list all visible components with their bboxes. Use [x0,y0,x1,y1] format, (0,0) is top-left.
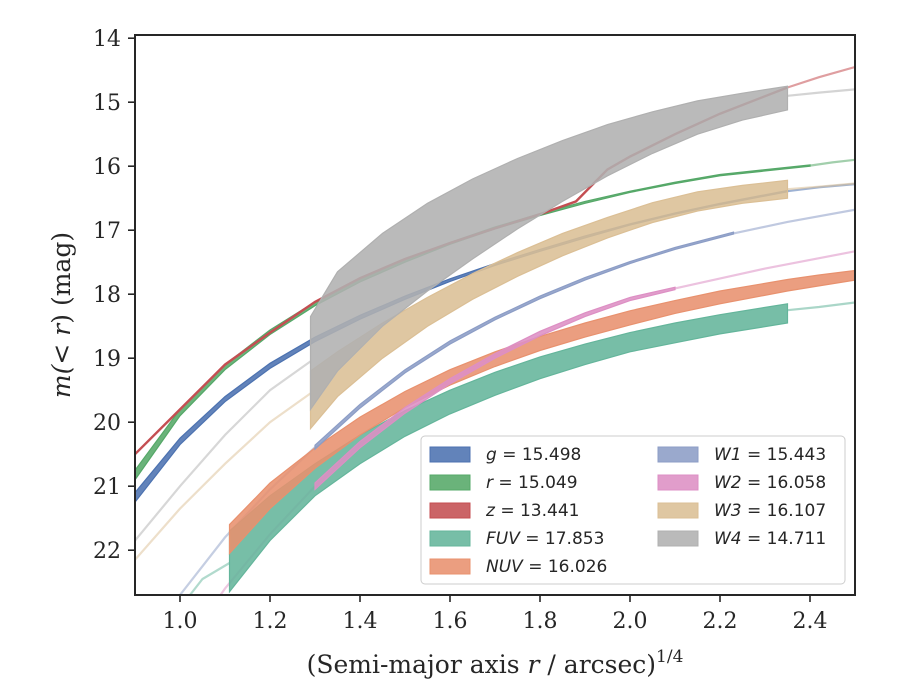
x-tick-label: 1.0 [163,609,198,634]
series-w1-outer-fade [733,208,855,235]
series-w3-band [309,179,789,431]
legend-swatch-w3 [657,502,699,519]
legend-label-w1: W1 = 15.443 [714,445,826,465]
y-tick-label: 20 [93,411,121,436]
faint-extensions [135,65,855,595]
legend-label-fuv: FUV = 17.853 [486,529,604,549]
series-w4-outer-fade [787,88,855,97]
plot-frame [134,34,856,596]
series-w2-band [314,286,676,491]
series-fuv-inner-fade [188,562,231,595]
series-w1-band [314,231,735,451]
legend-swatch-z [429,502,471,519]
legend-label-g: g = 15.498 [486,445,581,465]
legend-frame [420,435,846,585]
y-axis: 14 15 16 17 18 19 20 21 22 [93,27,135,564]
x-tick-label: 2.2 [703,609,738,634]
plot-area [135,65,855,595]
legend-label-z: z = 13.441 [485,501,579,521]
x-axis-label: (Semi-major axis r / arcsec)1/4 [307,647,684,679]
y-tick-label: 16 [93,155,121,180]
legend-swatch-r [429,474,471,491]
legend-swatch-w2 [657,474,699,491]
x-tick-label: 1.8 [523,609,558,634]
legend: g = 15.498 r = 15.049 z = 13.441 FUV = 17.8… [420,435,846,585]
legend-label-w2: W2 = 16.058 [714,473,826,493]
x-tick-label: 1.2 [253,609,288,634]
legend-swatch-w1 [657,446,699,463]
x-axis: 1.0 1.2 1.4 1.6 1.8 2.0 2.2 2.4 [163,595,828,634]
y-axis-label: m(< r) (mag) [47,232,76,398]
legend-swatch-w4 [657,530,699,547]
y-tick-label: 14 [93,27,121,52]
x-tick-label: 1.4 [343,609,378,634]
legend-label-r: r = 15.049 [486,473,578,493]
y-tick-label: 19 [93,347,121,372]
series-fuv-outer-fade [787,301,855,312]
legend-swatch-g [429,446,471,463]
legend-label-nuv: NUV = 16.026 [486,557,607,577]
y-tick-label: 15 [93,91,121,116]
legend-label-w4: W4 = 14.711 [714,529,826,549]
x-tick-label: 2.0 [613,609,648,634]
legend-swatch-nuv [429,558,471,575]
y-tick-label: 17 [93,219,121,244]
series-layer [135,85,855,594]
series-r-outer-fade [809,158,855,167]
y-tick-label: 18 [93,283,121,308]
legend-label-w3: W3 = 16.107 [714,501,826,521]
y-tick-label: 21 [93,475,121,500]
series-z-outer-fade [787,65,855,89]
series-w3-outer-fade [787,182,855,191]
y-tick-label: 22 [93,539,121,564]
legend-swatch-fuv [429,530,471,547]
series-w4-inner-fade [135,360,312,542]
series-w3-inner-fade [135,392,312,561]
x-tick-label: 2.4 [793,609,828,634]
series-w4-band [309,85,789,412]
series-w2-outer-fade [674,250,855,290]
x-tick-label: 1.6 [433,609,468,634]
